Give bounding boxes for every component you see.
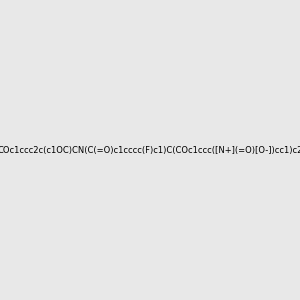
Text: COc1ccc2c(c1OC)CN(C(=O)c1cccc(F)c1)C(COc1ccc([N+](=O)[O-])cc1)c2: COc1ccc2c(c1OC)CN(C(=O)c1cccc(F)c1)C(COc… [0, 146, 300, 154]
